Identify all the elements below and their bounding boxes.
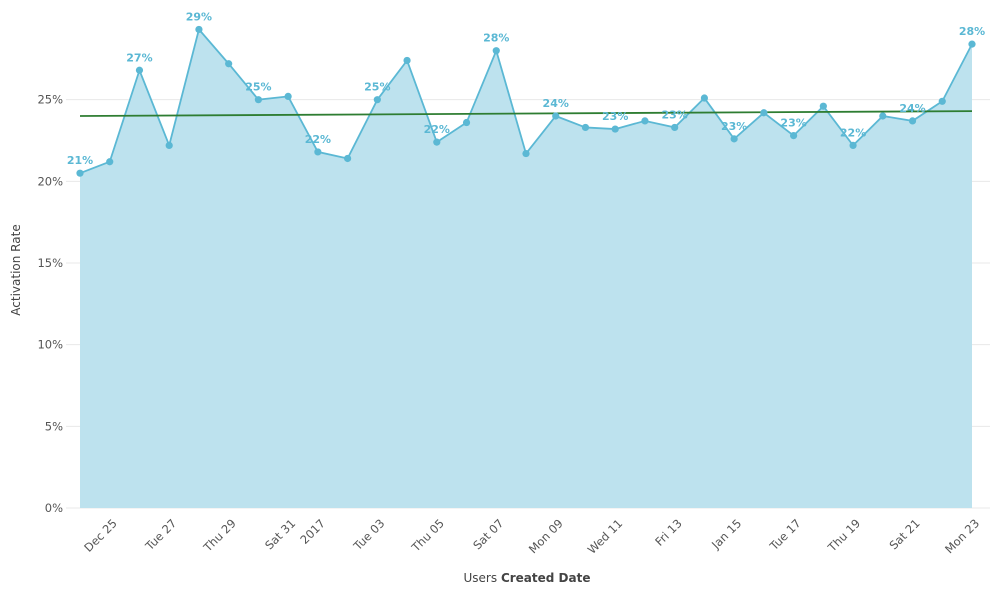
data-point — [879, 112, 887, 120]
data-point — [790, 132, 798, 140]
data-point — [135, 66, 144, 74]
trendline — [79, 110, 973, 117]
data-label: 24% — [899, 102, 925, 115]
x-tick-label: Sat 21 — [886, 516, 922, 552]
data-point — [671, 123, 679, 132]
x-axis-title-prefix: Users — [464, 571, 498, 585]
y-tick-label: 25% — [37, 93, 63, 107]
data-point — [819, 102, 827, 110]
x-tick-label: Fri 13 — [652, 516, 685, 549]
data-label: 23% — [780, 117, 806, 130]
data-label: 22% — [305, 133, 331, 146]
data-point — [760, 109, 768, 117]
data-point — [581, 123, 590, 132]
y-tick-label: 0% — [45, 501, 63, 515]
data-point — [314, 148, 322, 156]
data-label: 29% — [186, 10, 212, 23]
data-point — [254, 96, 262, 104]
data-point — [968, 40, 976, 48]
data-point — [76, 169, 84, 177]
y-axis: 0% 5% 10% 15% 20% 25% — [37, 93, 63, 515]
data-point — [195, 25, 203, 34]
x-axis-title: Users Created Date — [464, 571, 591, 585]
data-label: 23% — [661, 108, 687, 121]
data-point — [611, 125, 619, 133]
data-label: 23% — [721, 120, 747, 133]
x-tick-label: Wed 11 — [585, 516, 626, 557]
data-point — [106, 158, 114, 166]
data-label: 21% — [67, 154, 93, 167]
data-point — [462, 118, 471, 127]
x-tick-label: Dec 25 — [81, 516, 120, 555]
data-point — [938, 97, 946, 105]
area-fill — [80, 29, 972, 509]
x-tick-label: Sat 07 — [470, 516, 506, 552]
data-point — [522, 149, 530, 158]
data-point — [373, 96, 381, 104]
x-tick-label: 2017 — [297, 516, 328, 547]
x-tick-label: Mon 09 — [526, 516, 566, 556]
data-label: 22% — [840, 126, 866, 139]
data-label: 22% — [424, 123, 450, 136]
data-label: 28% — [959, 25, 985, 38]
data-point — [284, 92, 292, 100]
y-tick-label: 10% — [37, 338, 63, 352]
data-point — [433, 138, 441, 146]
data-point — [552, 112, 560, 120]
data-point — [165, 141, 173, 149]
y-tick-label: 20% — [37, 174, 63, 188]
y-tick-label: 5% — [45, 419, 63, 433]
data-point — [700, 94, 709, 102]
x-tick-label: Sat 31 — [262, 516, 298, 552]
data-label: 25% — [364, 81, 390, 94]
x-tick-label: Tue 27 — [142, 516, 179, 553]
series-area — [79, 27, 973, 509]
data-point — [344, 154, 352, 163]
data-label: 27% — [126, 51, 152, 64]
data-label: 23% — [602, 110, 628, 123]
data-label: 24% — [543, 97, 569, 110]
series-points — [76, 25, 976, 177]
data-labels: 21% 27% 29% 25% 22% 25% 22% 28% 24% 23% 23% 23% 23% 2… — [67, 10, 985, 167]
data-point — [908, 117, 917, 125]
x-axis-title-field: Created Date — [501, 571, 591, 585]
x-tick-label: Thu 19 — [824, 516, 863, 555]
data-point — [641, 117, 649, 125]
data-point — [730, 135, 738, 143]
x-tick-label: Thu 05 — [408, 516, 447, 555]
trendline-line — [79, 110, 973, 117]
data-point — [225, 60, 233, 68]
x-tick-label: Mon 23 — [942, 516, 982, 556]
data-point — [403, 56, 411, 65]
data-point — [849, 141, 857, 149]
x-tick-label: Tue 03 — [350, 516, 387, 553]
x-tick-label: Tue 17 — [766, 516, 803, 553]
y-tick-label: 15% — [37, 256, 63, 270]
x-tick-label: Thu 29 — [200, 516, 239, 555]
x-tick-label: Jan 15 — [708, 516, 744, 552]
y-axis-title: Activation Rate — [9, 224, 23, 315]
data-label: 25% — [245, 81, 271, 94]
data-point — [492, 47, 500, 55]
data-label: 28% — [483, 32, 509, 45]
x-axis: Dec 25 Tue 27 Thu 29 Sat 31 2017 Tue 03 Thu 05… — [81, 516, 982, 557]
